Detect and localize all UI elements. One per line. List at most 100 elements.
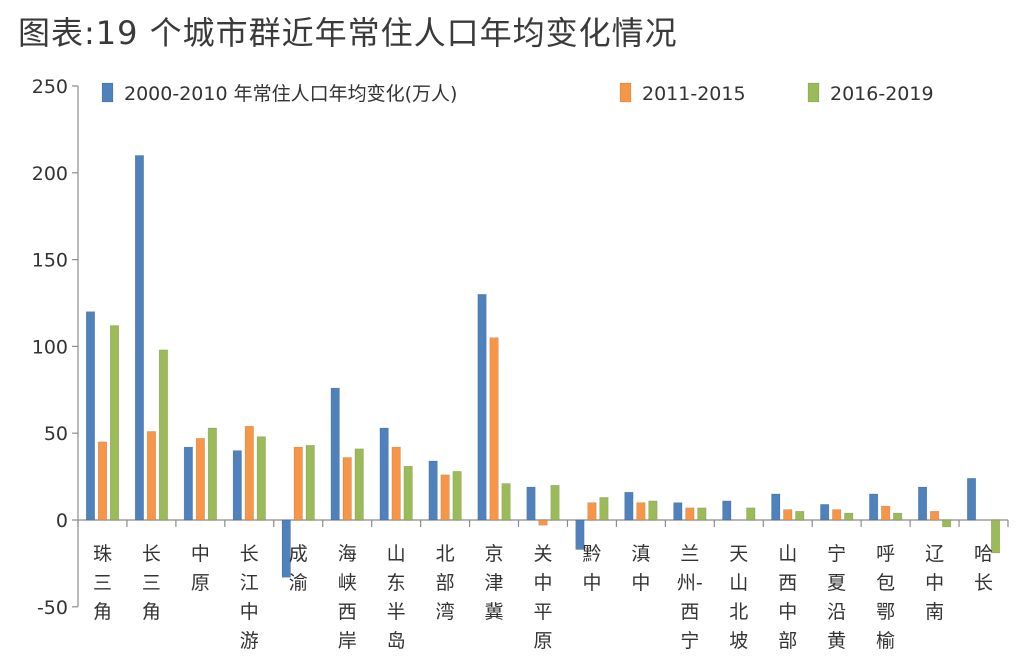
bar <box>538 519 548 526</box>
category-label: 沿 <box>827 601 846 623</box>
category-label: 成 <box>289 543 308 565</box>
category-label: 原 <box>533 630 552 652</box>
category-label: 三 <box>142 572 161 594</box>
axes: -50 0 50 100 150 200 250 <box>32 76 1009 619</box>
category-label: 中 <box>925 572 944 594</box>
category-label: 角 <box>93 601 112 623</box>
category-label: 夏 <box>827 572 846 594</box>
category-label: 部 <box>778 630 797 652</box>
category-label: 珠 <box>93 543 112 565</box>
bar <box>881 505 891 521</box>
category-label: 中 <box>631 572 650 594</box>
category-label: 山 <box>387 543 406 565</box>
category-label: 关 <box>533 543 552 565</box>
bar <box>832 509 842 521</box>
bar <box>391 446 401 521</box>
category-label: 长 <box>142 543 161 565</box>
category-label: 京 <box>485 543 504 565</box>
category-labels: 珠三角长三角中原长江中游成渝海峡西岸山东半岛北部湾京津冀关中平原黔中滇中兰州-西… <box>93 543 993 652</box>
bar <box>526 486 536 521</box>
bar <box>599 497 609 521</box>
bar <box>746 507 756 521</box>
bar <box>330 387 340 521</box>
category-label: 中 <box>778 601 797 623</box>
bar <box>281 519 291 578</box>
y-tick-label: 50 <box>44 423 68 445</box>
legend-label: 2011-2015 <box>642 83 746 105</box>
category-label: 峡 <box>338 572 357 594</box>
bar <box>673 502 683 521</box>
bar <box>820 504 830 521</box>
bar <box>587 502 597 521</box>
bar <box>990 519 1001 554</box>
bar <box>477 294 487 521</box>
y-tick-label: 200 <box>32 163 68 185</box>
category-label: 呼 <box>876 543 895 565</box>
category-label: 哈 <box>974 543 993 565</box>
bar <box>966 478 977 521</box>
category-label: 游 <box>240 630 259 652</box>
legend-label: 2000-2010 年常住人口年均变化(万人) <box>124 83 457 105</box>
category-label: 冀 <box>485 601 504 623</box>
category-label: 岛 <box>387 630 406 652</box>
bar <box>109 325 120 521</box>
category-label: 东 <box>387 572 406 594</box>
category-label: 黔 <box>582 543 601 565</box>
bar <box>930 511 940 521</box>
category-label: 三 <box>93 572 112 594</box>
bar <box>85 311 96 521</box>
category-label: 滇 <box>631 543 650 565</box>
category-label: 岸 <box>338 630 357 652</box>
bar <box>305 445 315 521</box>
bar <box>575 519 585 550</box>
category-label: 宁 <box>827 543 846 565</box>
bar <box>158 349 168 521</box>
category-label: 北 <box>436 543 455 565</box>
bar <box>354 448 364 521</box>
category-label: 兰 <box>680 543 699 565</box>
legend-label: 2016-2019 <box>830 83 934 105</box>
category-label: 中 <box>533 572 552 594</box>
category-label: 坡 <box>729 630 748 652</box>
category-label: 半 <box>387 601 406 623</box>
category-label: 南 <box>925 601 944 623</box>
bar <box>183 446 193 521</box>
category-label: 天 <box>729 543 748 565</box>
bar <box>844 512 854 521</box>
bar <box>195 438 205 521</box>
bar <box>146 431 156 521</box>
bar <box>636 502 646 521</box>
bar <box>403 465 413 521</box>
bar <box>232 450 242 521</box>
bar <box>624 491 634 521</box>
bar <box>685 507 695 521</box>
bar <box>869 493 879 521</box>
bar <box>379 427 389 521</box>
y-tick-label: 0 <box>56 510 68 532</box>
bar <box>893 512 903 521</box>
y-tick-label: -50 <box>37 597 68 619</box>
bar <box>489 337 499 521</box>
bar <box>697 507 707 521</box>
category-label: 包 <box>876 572 895 594</box>
category-label: 山 <box>729 572 748 594</box>
bar <box>648 500 658 521</box>
bar <box>134 155 144 521</box>
bar <box>771 493 781 521</box>
legend: 2000-2010 年常住人口年均变化(万人) 2011-2015 2016-201… <box>101 82 934 105</box>
category-label: 宁 <box>680 630 699 652</box>
category-label: 鄂 <box>876 601 895 623</box>
category-label: 中 <box>191 543 210 565</box>
category-label: 州- <box>677 572 703 594</box>
legend-swatch <box>101 82 114 103</box>
category-label: 原 <box>191 572 210 594</box>
category-label: 西 <box>778 572 797 594</box>
legend-swatch <box>619 82 632 103</box>
category-label: 北 <box>729 601 748 623</box>
category-label: 渝 <box>289 572 308 594</box>
bar <box>207 427 217 521</box>
bar <box>293 446 303 521</box>
bar <box>918 486 928 521</box>
bar <box>942 519 952 528</box>
category-label: 榆 <box>876 630 895 652</box>
